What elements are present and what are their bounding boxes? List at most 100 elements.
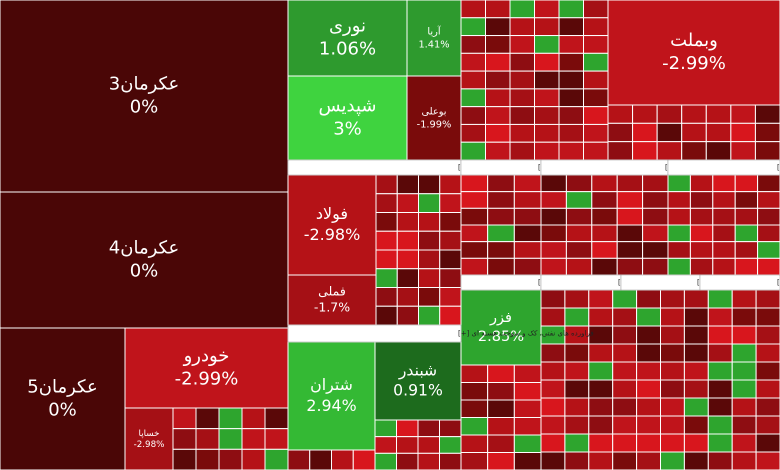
filler-tile <box>707 325 733 345</box>
filler-tile <box>309 449 332 470</box>
filler-tile <box>636 361 661 381</box>
filler-tile <box>540 451 566 470</box>
group-label: فراورده های نفتی، کک و سوخت هسته ای [+] <box>458 330 594 338</box>
filler-tile <box>558 106 584 125</box>
tile-value: -1.99% <box>417 119 452 130</box>
group-header <box>620 274 701 291</box>
tile-label: خودرو <box>183 345 230 366</box>
filler-tile <box>616 241 644 259</box>
tile-value: 1.06% <box>319 39 376 60</box>
filler-tile <box>487 452 515 470</box>
filler-tile <box>707 379 733 399</box>
filler-tile <box>241 448 266 470</box>
tile-value: 2.94% <box>306 396 356 415</box>
filler-tile <box>616 207 644 226</box>
filler-tile <box>636 343 661 363</box>
filler-tile <box>681 122 707 143</box>
filler-tile <box>396 230 419 251</box>
filler-tile <box>689 241 714 259</box>
filler-tile <box>439 174 462 195</box>
filler-tile <box>754 104 780 124</box>
filler-tile <box>660 433 685 453</box>
filler-tile <box>731 415 757 435</box>
filler-tile <box>565 191 593 209</box>
filler-tile <box>689 224 714 243</box>
filler-tile <box>731 307 757 327</box>
filler-tile <box>588 397 614 417</box>
filler-tile <box>460 17 486 37</box>
filler-tile <box>612 307 638 327</box>
filler-tile <box>509 141 535 161</box>
filler-tile <box>540 174 567 193</box>
filler-tile <box>667 207 691 226</box>
tile-label: نوری <box>329 15 366 36</box>
filler-tile <box>513 417 542 436</box>
filler-tile <box>612 415 638 435</box>
filler-tile <box>642 224 669 243</box>
filler-tile <box>439 268 462 288</box>
filler-tile <box>707 451 733 470</box>
filler-tile <box>460 417 489 436</box>
filler-tile <box>439 419 462 438</box>
filler-tile <box>632 141 658 161</box>
filler-tile <box>485 123 511 143</box>
filler-tile <box>487 399 515 418</box>
filler-tile <box>509 35 535 54</box>
filler-tile <box>375 230 398 251</box>
tile-value: -2.98% <box>304 225 361 244</box>
filler-tile <box>540 241 567 259</box>
group-header <box>667 159 780 176</box>
filler-tile <box>612 451 638 470</box>
filler-tile <box>712 174 736 193</box>
filler-tile <box>636 415 661 435</box>
filler-tile <box>485 17 511 37</box>
filler-tile <box>540 307 566 327</box>
filler-tile <box>540 415 566 435</box>
filler-tile <box>218 448 243 470</box>
filler-tile <box>396 452 419 470</box>
filler-tile <box>485 70 511 90</box>
tile-label: خساپا <box>139 429 160 439</box>
tile <box>0 191 289 329</box>
filler-tile <box>734 257 759 276</box>
filler-tile <box>667 191 691 209</box>
filler-tile <box>636 379 661 399</box>
filler-tile <box>681 104 707 124</box>
filler-tile <box>509 88 535 108</box>
filler-tile <box>418 287 441 307</box>
filler-tile <box>583 35 609 54</box>
filler-tile <box>755 289 780 309</box>
tile-label: بوعلی <box>421 107 446 118</box>
filler-tile <box>417 452 440 470</box>
filler-tile <box>460 52 486 72</box>
filler-tile <box>485 52 511 72</box>
filler-tile <box>565 257 593 276</box>
group-label: بیمه وصندو [+] <box>777 279 780 287</box>
filler-tile <box>734 224 759 243</box>
filler-tile <box>612 361 638 381</box>
filler-tile <box>418 268 441 288</box>
tile-label: فملی <box>318 283 346 298</box>
filler-tile <box>755 343 780 363</box>
filler-tile <box>540 191 567 209</box>
tile-label: وبملت <box>670 30 718 51</box>
filler-tile <box>218 407 243 430</box>
filler-tile <box>660 397 685 417</box>
tile-value: 0% <box>130 261 159 282</box>
filler-tile <box>513 207 542 226</box>
filler-tile <box>460 123 486 143</box>
filler-tile <box>667 241 691 259</box>
filler-tile <box>460 399 489 418</box>
filler-tile <box>642 191 669 209</box>
tile <box>124 407 174 470</box>
filler-tile <box>439 230 462 251</box>
filler-tile <box>564 289 590 309</box>
filler-tile <box>534 88 560 108</box>
filler-tile <box>564 343 590 363</box>
filler-tile <box>616 257 644 276</box>
filler-tile <box>712 257 736 276</box>
filler-tile <box>660 289 685 309</box>
filler-tile <box>755 451 780 470</box>
filler-tile <box>540 257 567 276</box>
